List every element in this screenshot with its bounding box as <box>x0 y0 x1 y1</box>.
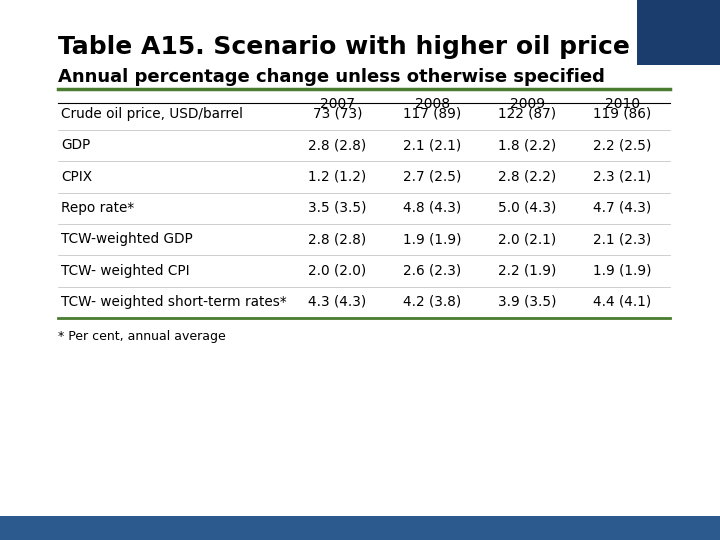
Text: 2.0 (2.1): 2.0 (2.1) <box>498 232 557 246</box>
Text: 2.1 (2.1): 2.1 (2.1) <box>403 138 462 152</box>
Text: 2.8 (2.8): 2.8 (2.8) <box>308 138 366 152</box>
Text: 4.2 (3.8): 4.2 (3.8) <box>403 295 462 309</box>
Text: * Per cent, annual average: * Per cent, annual average <box>58 330 225 343</box>
Text: 1.2 (1.2): 1.2 (1.2) <box>308 170 366 184</box>
Text: TCW-weighted GDP: TCW-weighted GDP <box>61 232 193 246</box>
Text: 1.8 (2.2): 1.8 (2.2) <box>498 138 557 152</box>
Text: Note. Main scenario forecast in brackets: Note. Main scenario forecast in brackets <box>14 521 253 535</box>
Text: 1.9 (1.9): 1.9 (1.9) <box>403 232 462 246</box>
Text: 73 (73): 73 (73) <box>313 107 362 121</box>
Text: 2.8 (2.8): 2.8 (2.8) <box>308 232 366 246</box>
Text: TCW- weighted short-term rates*: TCW- weighted short-term rates* <box>61 295 287 309</box>
Text: Table A15. Scenario with higher oil price: Table A15. Scenario with higher oil pric… <box>58 35 629 59</box>
Text: Annual percentage change unless otherwise specified: Annual percentage change unless otherwis… <box>58 68 605 85</box>
Text: 2.2 (1.9): 2.2 (1.9) <box>498 264 557 278</box>
Text: TCW- weighted CPI: TCW- weighted CPI <box>61 264 190 278</box>
Text: 4.4 (4.1): 4.4 (4.1) <box>593 295 652 309</box>
Text: SVERIGES
RIKSBANK: SVERIGES RIKSBANK <box>657 36 701 56</box>
Text: 4.7 (4.3): 4.7 (4.3) <box>593 201 652 215</box>
Text: 2009: 2009 <box>510 97 545 111</box>
Text: 2.7 (2.5): 2.7 (2.5) <box>403 170 462 184</box>
Text: 2.0 (2.0): 2.0 (2.0) <box>308 264 366 278</box>
Text: 3.9 (3.5): 3.9 (3.5) <box>498 295 557 309</box>
Text: 117 (89): 117 (89) <box>403 107 462 121</box>
Text: Sources: Intercontinental Exchange, Statistics Sweden and the Riksbank: Sources: Intercontinental Exchange, Stat… <box>222 521 706 535</box>
Text: 122 (87): 122 (87) <box>498 107 557 121</box>
Text: 119 (86): 119 (86) <box>593 107 652 121</box>
Text: 2.3 (2.1): 2.3 (2.1) <box>593 170 652 184</box>
Text: 2.1 (2.3): 2.1 (2.3) <box>593 232 652 246</box>
Text: 2.2 (2.5): 2.2 (2.5) <box>593 138 652 152</box>
Text: Crude oil price, USD/barrel: Crude oil price, USD/barrel <box>61 107 243 121</box>
Text: GDP: GDP <box>61 138 91 152</box>
Text: 1.9 (1.9): 1.9 (1.9) <box>593 264 652 278</box>
Text: Repo rate*: Repo rate* <box>61 201 135 215</box>
Text: 2.8 (2.2): 2.8 (2.2) <box>498 170 557 184</box>
Text: 2010: 2010 <box>605 97 640 111</box>
Text: CPIX: CPIX <box>61 170 92 184</box>
Text: 2007: 2007 <box>320 97 355 111</box>
Text: 2.6 (2.3): 2.6 (2.3) <box>403 264 462 278</box>
Text: 3.5 (3.5): 3.5 (3.5) <box>308 201 367 215</box>
Text: 4.8 (4.3): 4.8 (4.3) <box>403 201 462 215</box>
Text: 5.0 (4.3): 5.0 (4.3) <box>498 201 557 215</box>
Text: 4.3 (4.3): 4.3 (4.3) <box>308 295 366 309</box>
Text: 2008: 2008 <box>415 97 450 111</box>
